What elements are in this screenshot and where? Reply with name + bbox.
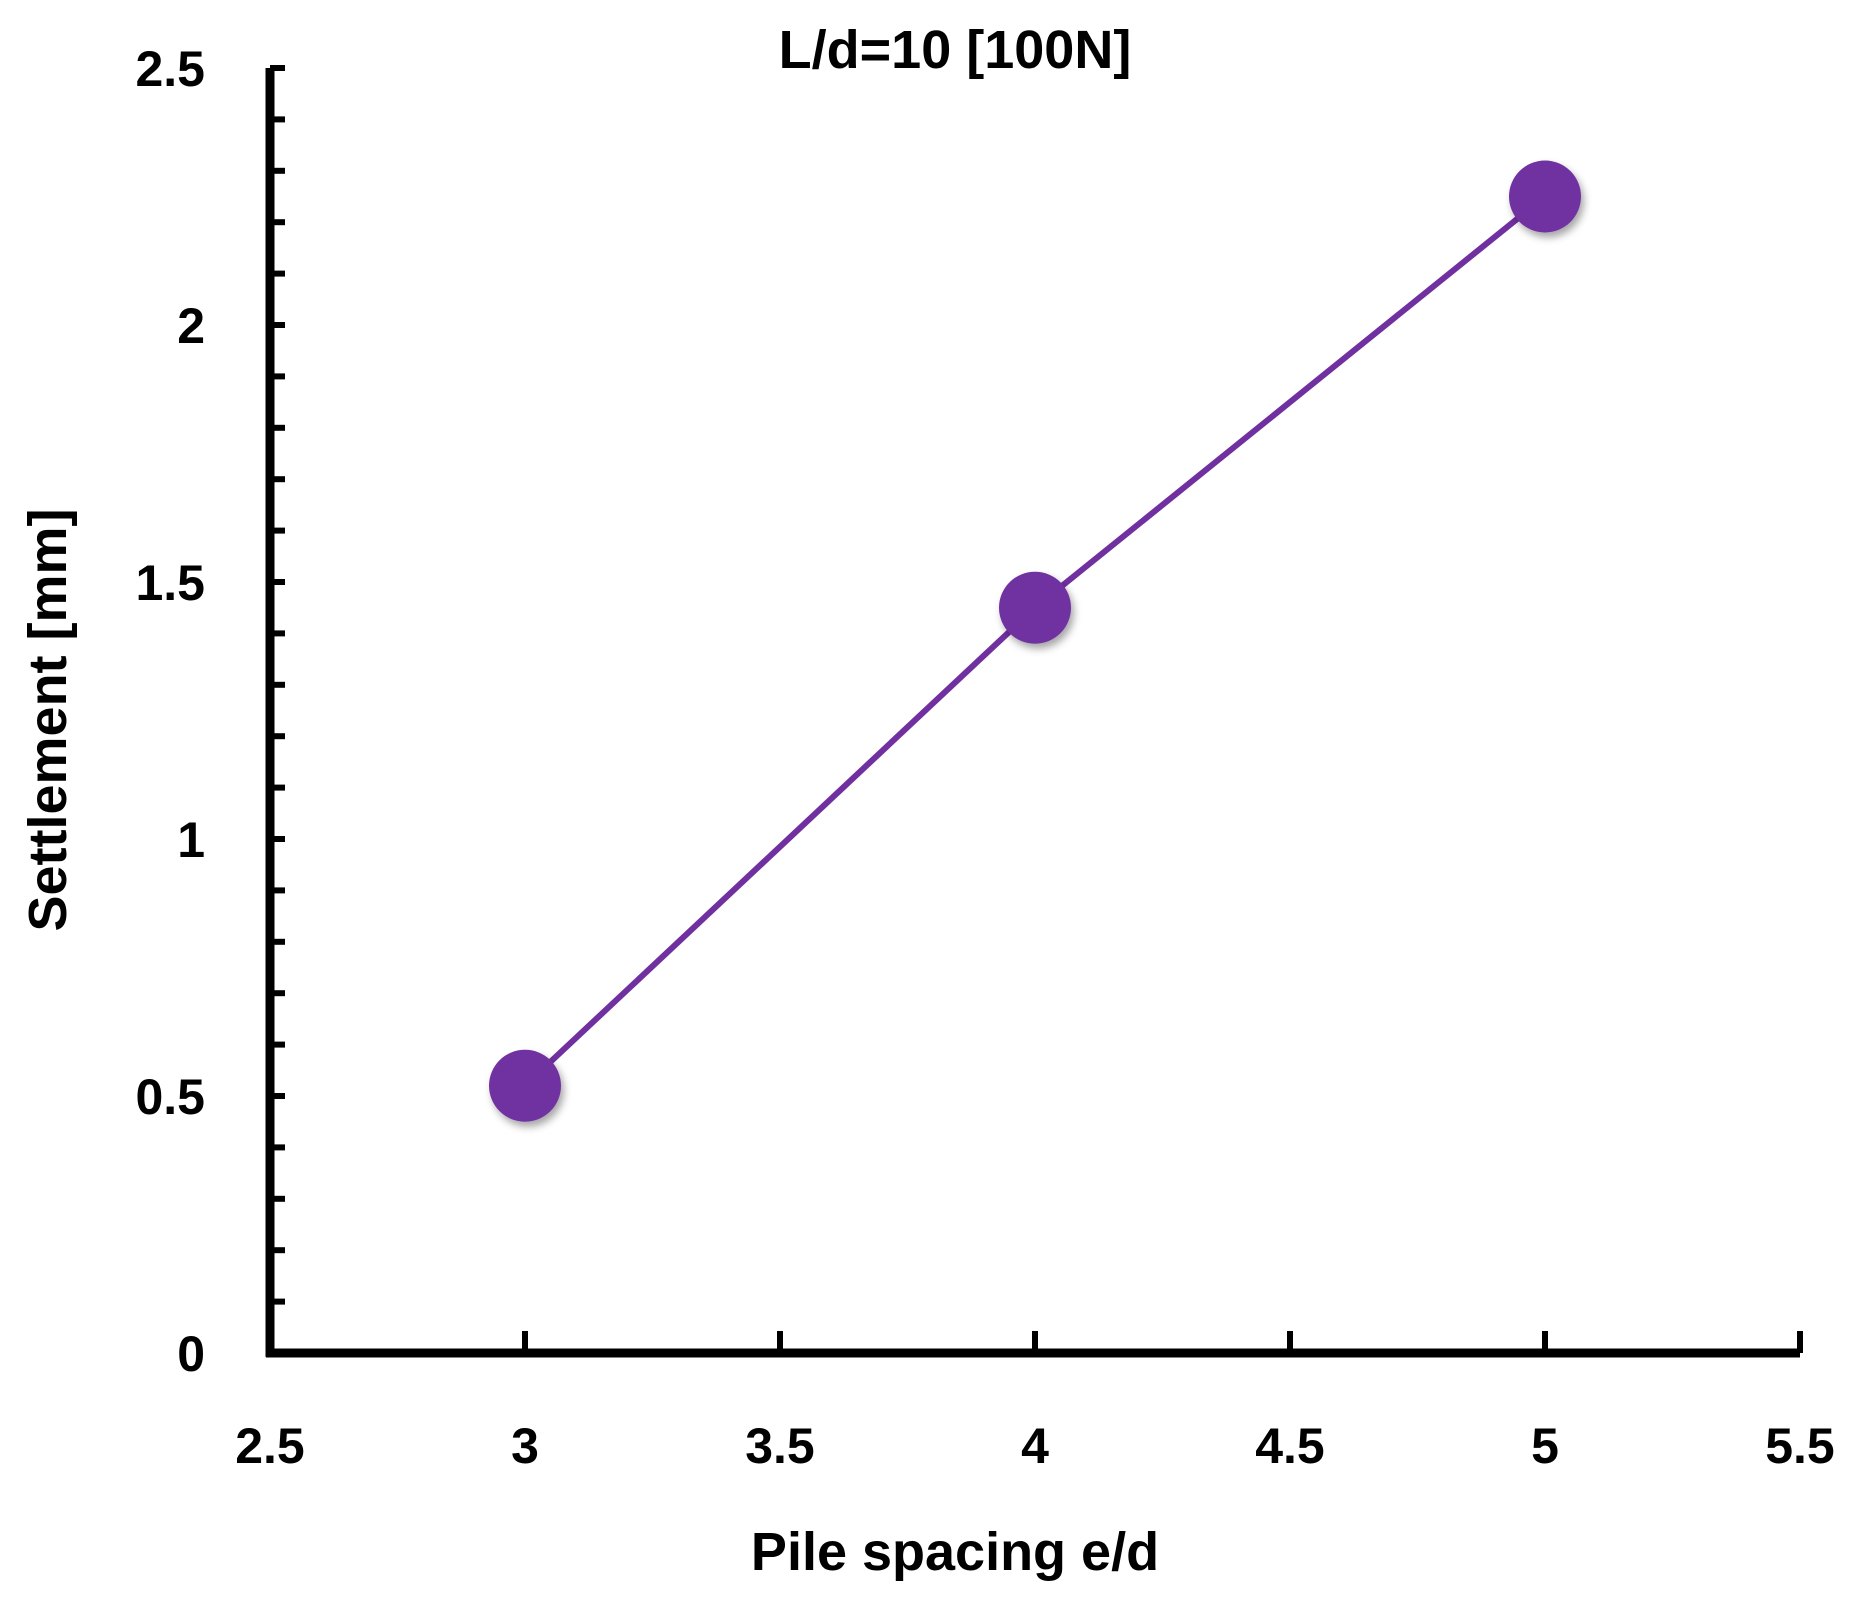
series-layer	[489, 160, 1581, 1122]
y-tick-label: 1.5	[135, 555, 205, 611]
data-point	[1509, 160, 1581, 233]
x-tick-label: 3	[511, 1418, 539, 1474]
data-point	[999, 571, 1071, 644]
y-axis-ticks: 0 0.5 1 1.5 2 2.5	[135, 41, 285, 1382]
y-tick-label: 1	[177, 812, 205, 868]
x-tick-label: 4.5	[1255, 1418, 1325, 1474]
data-point	[489, 1049, 561, 1122]
y-tick-label: 2.5	[135, 41, 205, 97]
x-tick-label: 3.5	[745, 1418, 815, 1474]
x-tick-label: 5.5	[1765, 1418, 1835, 1474]
x-axis-ticks: 2.5 3 3.5 4 4.5 5 5.5	[235, 1331, 1835, 1474]
x-tick-label: 2.5	[235, 1418, 305, 1474]
chart-title: L/d=10 [100N]	[779, 20, 1132, 80]
y-axis-label: Settlement [mm]	[18, 508, 78, 931]
y-tick-label: 0	[177, 1326, 205, 1382]
y-tick-label: 0.5	[135, 1069, 205, 1125]
x-axis-label: Pile spacing e/d	[751, 1522, 1159, 1582]
x-tick-label: 4	[1021, 1418, 1049, 1474]
x-tick-label: 5	[1531, 1418, 1559, 1474]
y-tick-label: 2	[177, 298, 205, 354]
